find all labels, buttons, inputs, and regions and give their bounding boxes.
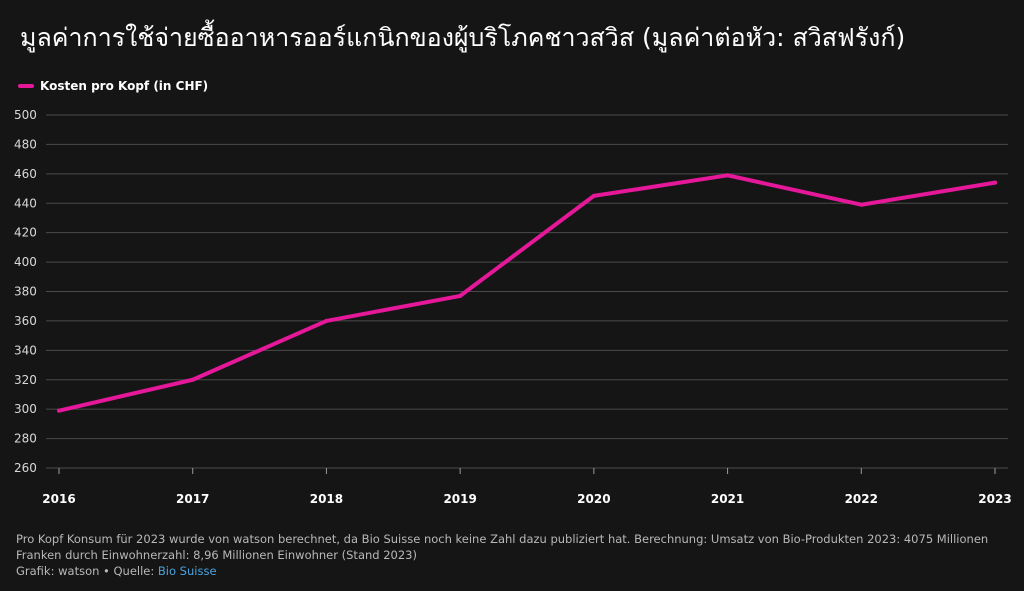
grid-layer	[46, 114, 1008, 469]
y-tick-label: 400	[14, 255, 37, 269]
footer-credit: Grafik: watson • Quelle: Bio Suisse	[16, 563, 1016, 579]
x-tick-label: 2017	[176, 492, 209, 506]
legend-label: Kosten pro Kopf (in CHF)	[40, 79, 209, 93]
x-tick-label: 2016	[42, 492, 75, 506]
credit-prefix: Grafik: watson • Quelle:	[16, 564, 158, 578]
y-tick-label: 440	[14, 196, 37, 210]
source-link[interactable]: Bio Suisse	[157, 564, 217, 578]
chart-title: มูลค่าการใช้จ่ายซื้ออาหารออร์แกนิกของผู้…	[20, 23, 906, 52]
y-tick-label: 420	[14, 226, 37, 240]
x-tick-label: 2023	[978, 492, 1011, 506]
footer: Pro Kopf Konsum für 2023 wurde von watso…	[16, 531, 1016, 579]
y-tick-label: 320	[14, 373, 37, 387]
y-tick-label: 300	[14, 402, 37, 416]
data-point	[993, 180, 997, 185]
data-point	[57, 408, 61, 413]
legend-swatch	[18, 84, 34, 88]
series-line	[57, 173, 997, 413]
x-tick-label: 2018	[310, 492, 343, 506]
series-layer	[57, 173, 997, 413]
y-tick-label: 380	[14, 285, 37, 299]
x-tick-label: 2021	[711, 492, 744, 506]
x-tick-label: 2022	[845, 492, 878, 506]
data-point	[324, 318, 329, 323]
y-tick-label: 340	[14, 343, 37, 357]
y-axis-ticks: 260 280 300 320 340 360 380 400 420 440 460 480 500	[14, 108, 37, 475]
x-axis-ticks: 2016 2017 2018 2019 2020 2021 2022 2023	[42, 468, 1012, 506]
y-tick-label: 500	[14, 108, 37, 122]
data-point	[591, 193, 596, 198]
y-tick-label: 280	[14, 432, 37, 446]
footer-note: Pro Kopf Konsum für 2023 wurde von watso…	[16, 532, 989, 562]
x-tick-label: 2020	[577, 492, 610, 506]
legend: Kosten pro Kopf (in CHF)	[18, 76, 208, 96]
data-point	[859, 202, 864, 207]
y-tick-label: 260	[14, 461, 37, 475]
y-tick-label: 360	[14, 314, 37, 328]
y-tick-label: 460	[14, 167, 37, 181]
data-point	[725, 173, 730, 178]
data-point	[190, 377, 195, 382]
data-point	[458, 293, 463, 298]
y-tick-label: 480	[14, 137, 37, 151]
x-tick-label: 2019	[443, 492, 476, 506]
